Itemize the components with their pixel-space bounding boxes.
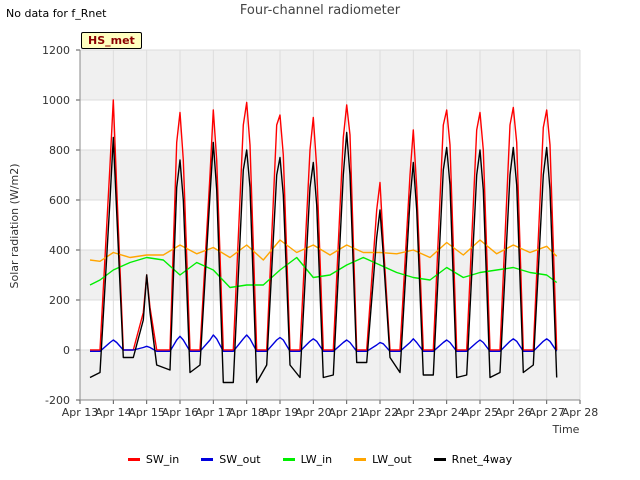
x-tick-label: Apr 24 (428, 406, 465, 419)
legend-label: LW_in (300, 453, 333, 466)
legend-item: LW_in (282, 453, 333, 466)
legend-label: LW_out (372, 453, 412, 466)
y-tick-label: 800 (49, 144, 70, 157)
x-tick-label: Apr 27 (528, 406, 565, 419)
y-tick-label: 0 (63, 344, 70, 357)
legend: SW_in SW_out LW_in LW_out Rnet_4way (0, 453, 640, 466)
series-line-sw-out (90, 334, 558, 352)
plot-band (80, 50, 580, 100)
chart-title: Four-channel radiometer (239, 3, 401, 18)
legend-swatch (433, 458, 446, 461)
y-tick-label: 1200 (42, 44, 70, 57)
series-line-rnet-4way (89, 131, 558, 384)
x-tick-label: Apr 26 (495, 406, 532, 419)
x-tick-label: Apr 20 (295, 406, 332, 419)
series-line-lw-in (89, 256, 558, 289)
legend-item: Rnet_4way (433, 453, 513, 466)
x-tick-label: Apr 14 (95, 406, 132, 419)
legend-swatch (354, 458, 367, 461)
x-tick-label: Apr 13 (62, 406, 99, 419)
station-badge: HS_met (81, 32, 142, 49)
x-tick-label: Apr 21 (328, 406, 365, 419)
y-tick-label: -200 (45, 394, 70, 407)
x-axis-label: Time (552, 423, 580, 436)
plot-band (80, 350, 580, 400)
legend-label: Rnet_4way (451, 453, 513, 466)
plot-band (80, 150, 580, 200)
plot-area (80, 50, 580, 400)
x-tick-label: Apr 18 (228, 406, 265, 419)
x-tick-label: Apr 17 (195, 406, 232, 419)
x-tick-label: Apr 19 (262, 406, 299, 419)
x-tick-label: Apr 15 (128, 406, 165, 419)
grid-lines (79, 49, 581, 401)
x-tick-label: Apr 23 (395, 406, 432, 419)
series-lines (89, 99, 558, 384)
y-tick-label: 200 (49, 294, 70, 307)
legend-item: SW_in (127, 453, 180, 466)
no-data-note: No data for f_Rnet (6, 7, 107, 20)
legend-item: SW_out (201, 453, 261, 466)
y-tick-label: 1000 (42, 94, 70, 107)
legend-swatch (282, 458, 295, 461)
plot-bands (80, 50, 580, 400)
y-axis-label: Solar radiation (W/m2) (8, 163, 21, 288)
y-tick-label: 400 (49, 244, 70, 257)
legend-swatch (127, 458, 140, 461)
x-tick-label: Apr 22 (362, 406, 399, 419)
series-line-lw-out (89, 239, 558, 262)
x-tick-label: Apr 28 (562, 406, 599, 419)
series-line-sw-in (90, 99, 558, 351)
x-tick-label: Apr 25 (462, 406, 499, 419)
legend-item: LW_out (354, 453, 412, 466)
legend-label: SW_in (145, 453, 180, 466)
legend-label: SW_out (219, 453, 261, 466)
y-tick-label: 600 (49, 194, 70, 207)
legend-swatch (201, 458, 214, 461)
x-tick-label: Apr 16 (162, 406, 199, 419)
